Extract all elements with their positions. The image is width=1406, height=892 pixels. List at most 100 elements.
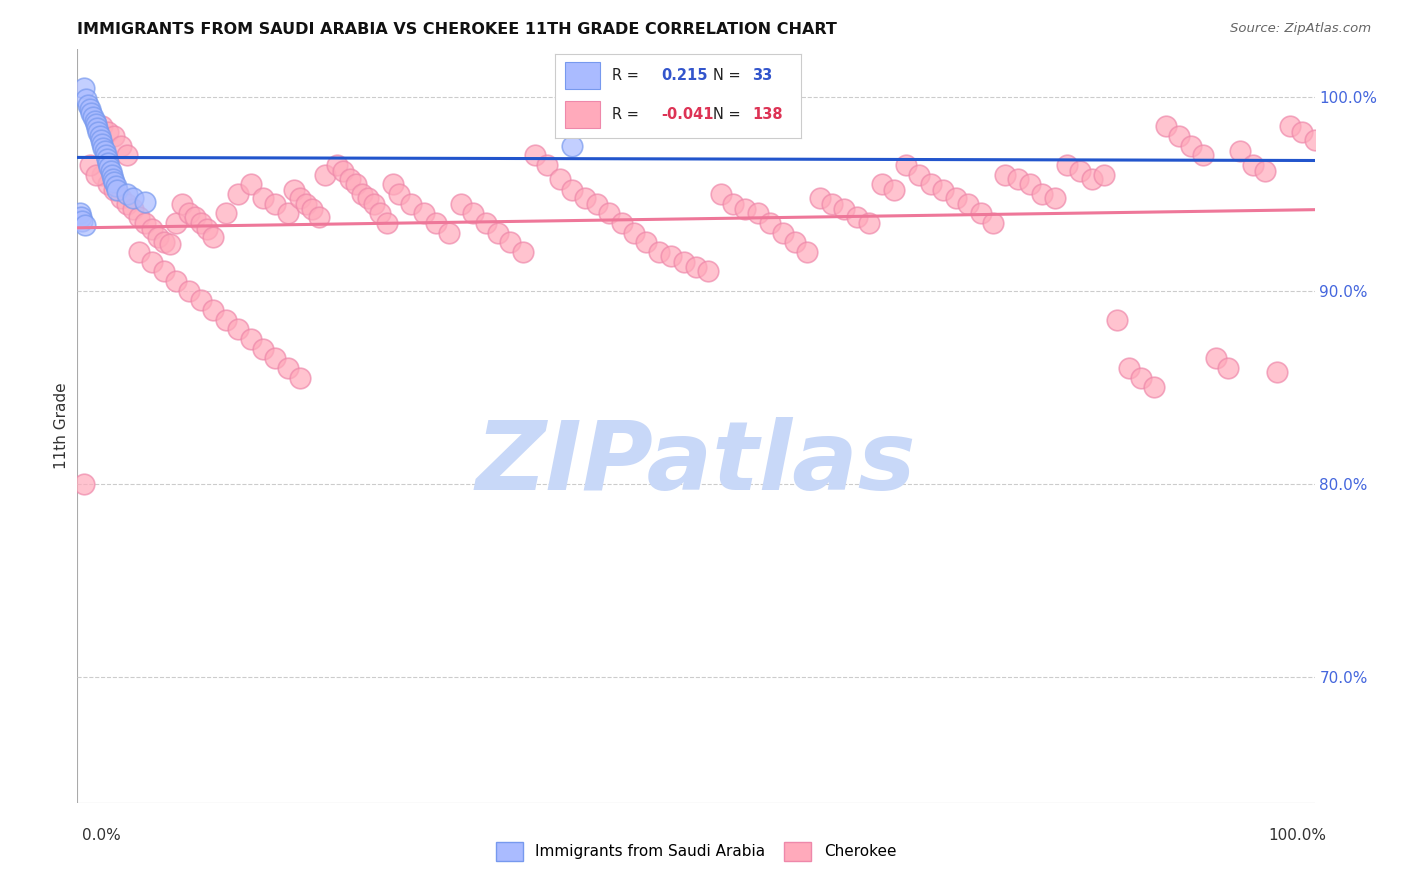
Point (747, 206, 769, 220)
Point (72, 476, 94, 491)
Point (264, 196, 287, 211)
Text: R =: R = (612, 107, 638, 122)
Point (1229, 145, 1251, 159)
Point (524, 148, 547, 162)
Point (586, 196, 609, 211)
Point (141, 254, 163, 268)
Point (96, 152, 118, 166)
Point (437, 226, 460, 240)
Point (858, 216, 880, 230)
Point (172, 196, 194, 211)
Text: 33: 33 (752, 68, 772, 83)
Point (1007, 171, 1029, 186)
Point (1031, 186, 1053, 201)
Point (463, 206, 485, 220)
Point (981, 216, 1004, 230)
Point (97, 178, 120, 192)
Point (1154, 120, 1177, 134)
Point (370, 206, 392, 220)
Point (215, 312, 238, 326)
Point (103, 175, 125, 189)
Point (920, 178, 942, 192)
Point (103, 183, 125, 197)
Point (945, 191, 967, 205)
Point (202, 229, 225, 244)
Point (110, 138, 132, 153)
Point (93, 145, 115, 159)
Point (177, 206, 200, 220)
Text: ZIPatlas: ZIPatlas (475, 417, 917, 510)
Text: -0.041: -0.041 (661, 107, 714, 122)
Point (165, 274, 187, 288)
Point (796, 244, 818, 259)
Point (350, 186, 373, 201)
Point (86, 121, 108, 136)
Point (1216, 360, 1239, 375)
Point (783, 235, 806, 250)
Point (548, 171, 571, 186)
Point (512, 244, 534, 259)
Point (1291, 125, 1313, 139)
Point (105, 183, 128, 197)
Point (110, 191, 132, 205)
Point (1278, 120, 1301, 134)
Point (97, 125, 120, 139)
Point (969, 206, 991, 220)
Point (1180, 138, 1202, 153)
Point (375, 216, 398, 230)
Point (202, 302, 225, 317)
Point (103, 128, 125, 143)
Point (659, 249, 682, 263)
Point (1019, 178, 1042, 192)
Point (91, 136, 114, 151)
Point (288, 191, 311, 205)
Point (159, 237, 181, 252)
Point (907, 168, 929, 182)
Point (308, 210, 330, 224)
Point (100, 163, 122, 178)
Point (425, 216, 447, 230)
Point (97, 156, 120, 170)
Point (91, 120, 114, 134)
Point (264, 351, 287, 366)
Point (288, 370, 311, 384)
Point (226, 322, 249, 336)
Point (734, 202, 756, 217)
Point (883, 183, 905, 197)
Point (128, 210, 150, 224)
Point (388, 186, 411, 201)
Point (1192, 148, 1215, 162)
Point (79, 102, 101, 116)
Point (252, 191, 274, 205)
Point (672, 254, 695, 268)
Point (252, 342, 274, 356)
Point (83, 113, 105, 128)
Point (314, 168, 336, 182)
Point (239, 178, 262, 192)
Point (344, 178, 367, 192)
Point (94, 148, 117, 162)
Point (122, 202, 145, 217)
Point (636, 235, 658, 250)
Point (73, 218, 96, 232)
Point (301, 202, 323, 217)
Point (499, 235, 522, 250)
Point (72, 80, 94, 95)
Point (115, 148, 138, 162)
Point (277, 360, 299, 375)
Point (79, 158, 101, 172)
Legend: Immigrants from Saudi Arabia, Cherokee: Immigrants from Saudi Arabia, Cherokee (489, 836, 903, 867)
Point (215, 206, 238, 220)
Point (89, 128, 111, 143)
Point (1241, 158, 1264, 172)
Point (598, 206, 620, 220)
Text: R =: R = (612, 68, 638, 83)
Point (239, 332, 262, 346)
Point (1105, 312, 1128, 326)
Point (834, 202, 856, 217)
Point (115, 186, 138, 201)
Text: IMMIGRANTS FROM SAUDI ARABIA VS CHEROKEE 11TH GRADE CORRELATION CHART: IMMIGRANTS FROM SAUDI ARABIA VS CHEROKEE… (77, 22, 837, 37)
Point (339, 171, 361, 186)
Point (153, 235, 176, 250)
Point (84, 117, 107, 131)
